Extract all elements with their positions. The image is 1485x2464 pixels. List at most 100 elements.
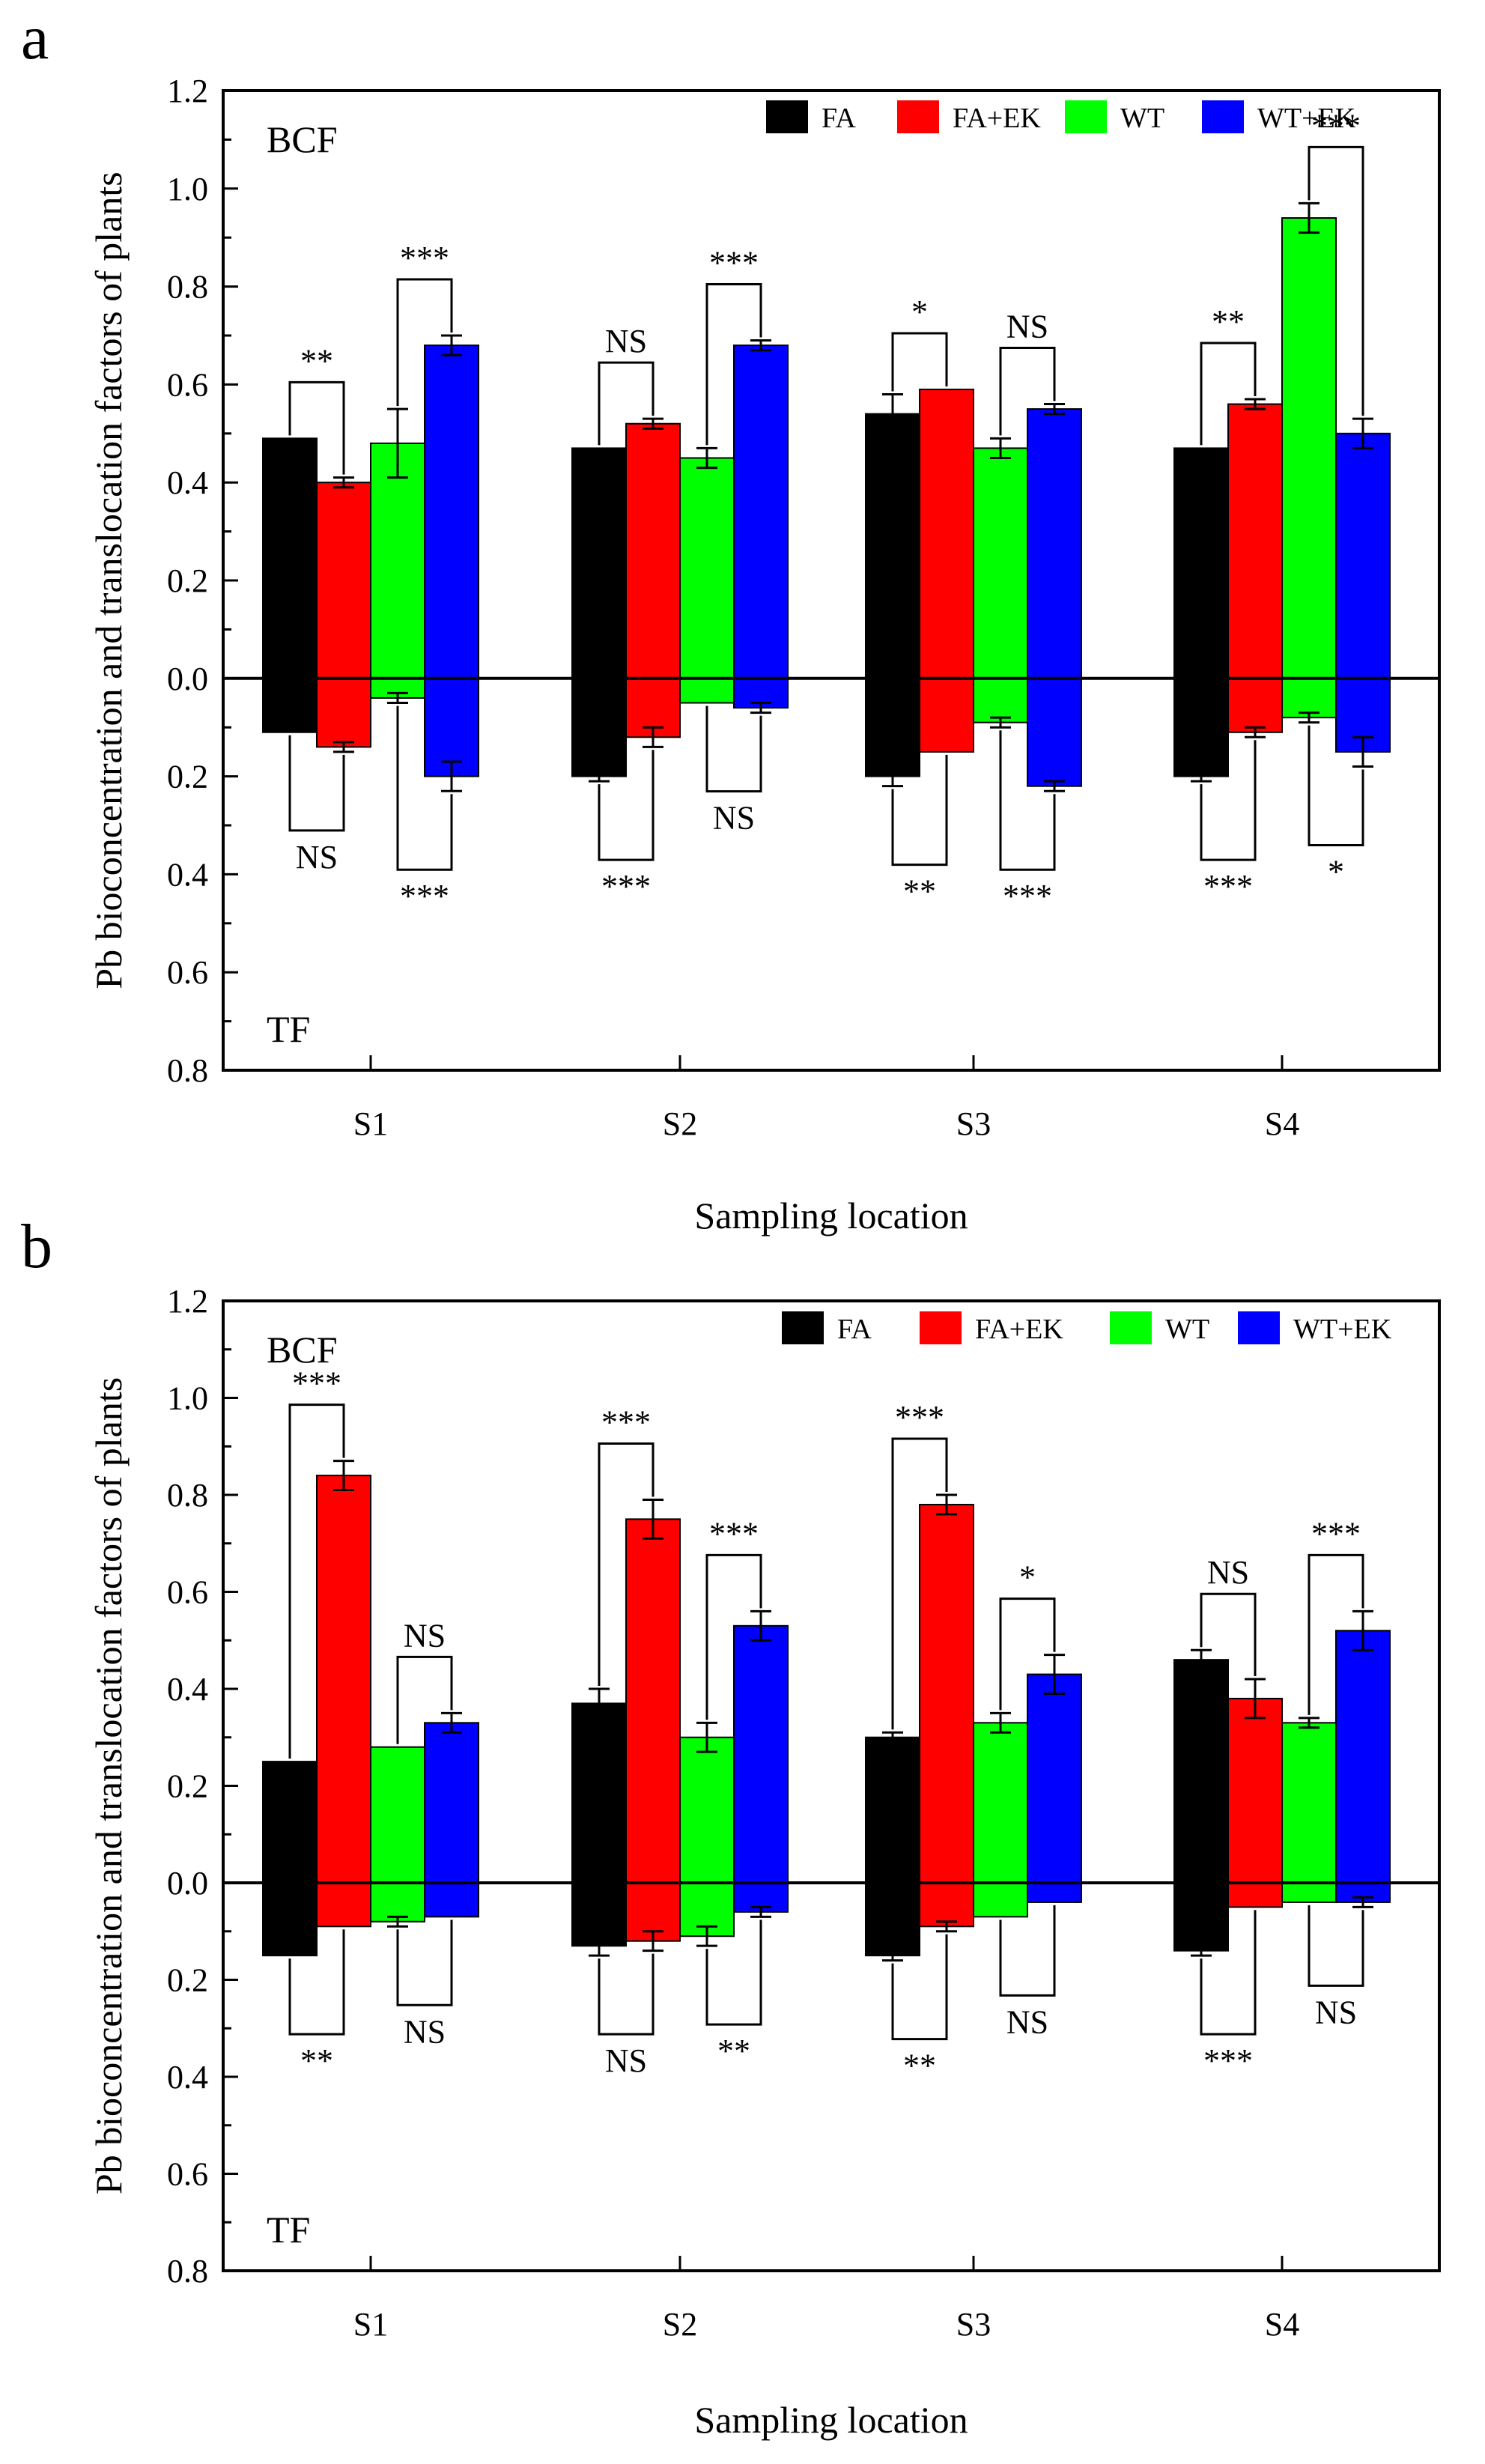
bar-bcf-fa-ek-s2 (625, 422, 681, 679)
error-bar-tf-fa-ek-s3 (936, 1920, 957, 1933)
x-tick-label: S3 (956, 1105, 991, 1142)
significance-bracket: *** (705, 245, 762, 446)
significance-bracket: *** (1200, 1910, 1257, 2079)
legend-label: WT (1120, 103, 1164, 134)
significance-bracket: ** (891, 754, 948, 910)
significance-bracket: NS (705, 705, 762, 837)
significance-line (598, 1953, 655, 2036)
significance-bracket: ** (705, 1920, 762, 2069)
y-tick-label: 0.6 (167, 954, 208, 991)
y-tick-label: 0.6 (167, 366, 208, 403)
x-axis-title: Sampling location (694, 1195, 968, 1236)
significance-line (1308, 725, 1364, 847)
legend-label: WT (1165, 1314, 1209, 1345)
bar-bcf-fa-s4 (1173, 1659, 1229, 1884)
legend-item: WT (1065, 100, 1164, 134)
x-axis-title: Sampling location (694, 2399, 968, 2441)
y-tick-label: 0.8 (167, 269, 208, 306)
significance-line (705, 1553, 762, 1720)
bar-bcf-wt-s1 (370, 1746, 425, 1884)
legend-label: FA (822, 103, 856, 134)
significance-bracket: ** (288, 342, 345, 475)
bar-tf-wt-ek-s1 (424, 1882, 479, 1918)
y-tick-label: 0.0 (167, 1865, 208, 1902)
significance-line (891, 754, 948, 867)
bar-bcf-wt-ek-s4 (1335, 1630, 1391, 1884)
y-tick-label: 0.2 (167, 1962, 208, 1999)
bar-bcf-fa-s1 (262, 437, 318, 679)
error-bar-bcf-wt-s2 (696, 446, 717, 470)
significance-line (891, 1934, 948, 2041)
bar-bcf-fa-ek-s1 (316, 482, 371, 679)
legend-swatch (1065, 100, 1107, 133)
significance-label: *** (1311, 107, 1361, 144)
error-bar-tf-fa-s4 (1191, 770, 1212, 783)
error-bar-tf-wt-ek-s2 (750, 1905, 771, 1918)
y-tick-label: 1.0 (167, 1380, 208, 1417)
bar-bcf-fa-ek-s3 (919, 388, 974, 679)
significance-bracket: *** (705, 1515, 762, 1720)
y-tick-label: 0.4 (167, 464, 208, 501)
tf-label: TF (267, 1008, 310, 1050)
bar-tf-fa-ek-s4 (1227, 1882, 1283, 1908)
bar-bcf-fa-ek-s2 (625, 1518, 681, 1884)
error-bar-bcf-wt-s4 (1299, 201, 1320, 234)
significance-bracket: NS (396, 1617, 453, 1744)
significance-label: *** (895, 1399, 944, 1436)
error-bar-bcf-wt-ek-s4 (1352, 417, 1373, 449)
error-bar-bcf-wt-ek-s2 (750, 1609, 771, 1642)
significance-line (396, 705, 453, 871)
bar-tf-fa-ek-s4 (1227, 677, 1283, 733)
error-bar-tf-wt-ek-s4 (1352, 735, 1373, 768)
significance-label: * (1019, 1559, 1036, 1596)
bar-tf-wt-s3 (973, 677, 1028, 723)
significance-label: *** (1203, 868, 1253, 905)
significance-label: * (1328, 854, 1344, 890)
y-tick-label: 1.2 (167, 73, 208, 109)
legend-item: WT+EK (1202, 100, 1356, 134)
significance-line (705, 283, 762, 446)
bar-bcf-wt-s2 (679, 457, 735, 679)
significance-line (288, 380, 345, 475)
error-bar-tf-fa-ek-s2 (643, 726, 663, 748)
panel-letter: a (21, 3, 49, 73)
bar-tf-fa-ek-s3 (919, 677, 974, 753)
y-tick-label: 1.2 (167, 1283, 208, 1320)
significance-label: *** (400, 878, 449, 914)
significance-bracket: *** (598, 750, 655, 905)
significance-label: *** (709, 1515, 759, 1552)
legend-swatch (1202, 100, 1244, 133)
bar-tf-wt-s4 (1281, 1882, 1337, 1903)
significance-line (999, 730, 1056, 871)
error-bar-tf-wt-s2 (696, 1925, 717, 1947)
error-bar-bcf-wt-ek-s3 (1044, 1654, 1065, 1695)
bar-bcf-fa-s3 (865, 413, 920, 679)
significance-bracket: *** (396, 240, 453, 407)
y-tick-label: 0.6 (167, 1574, 208, 1611)
bar-tf-wt-s2 (679, 677, 735, 704)
error-bar-bcf-fa-s3 (882, 1731, 903, 1744)
bar-tf-wt-ek-s1 (424, 677, 479, 777)
bar-tf-fa-s3 (865, 1882, 920, 1957)
bar-bcf-wt-s4 (1281, 217, 1337, 679)
significance-label: *** (1003, 878, 1052, 914)
significance-bracket: NS (1200, 1554, 1257, 1677)
y-tick-label: 0.2 (167, 759, 208, 795)
bcf-label: BCF (267, 118, 338, 160)
bar-tf-fa-s4 (1173, 677, 1229, 777)
bar-tf-wt-ek-s3 (1027, 677, 1082, 787)
tf-label: TF (267, 2209, 310, 2251)
significance-label: ** (717, 2033, 750, 2069)
legend-label: FA (837, 1314, 872, 1345)
y-tick-label: 0.4 (167, 2059, 208, 2096)
bar-bcf-wt-s4 (1281, 1722, 1337, 1884)
error-bar-bcf-wt-s3 (990, 437, 1011, 459)
error-bar-tf-wt-ek-s1 (441, 760, 462, 792)
bar-bcf-wt-ek-s3 (1027, 1673, 1082, 1884)
significance-label: *** (709, 245, 759, 282)
y-tick-label: 0.8 (167, 1052, 208, 1089)
significance-line (598, 361, 655, 446)
significance-label: ** (903, 873, 936, 910)
significance-bracket: * (891, 294, 948, 392)
error-bar-bcf-fa-s3 (882, 392, 903, 435)
